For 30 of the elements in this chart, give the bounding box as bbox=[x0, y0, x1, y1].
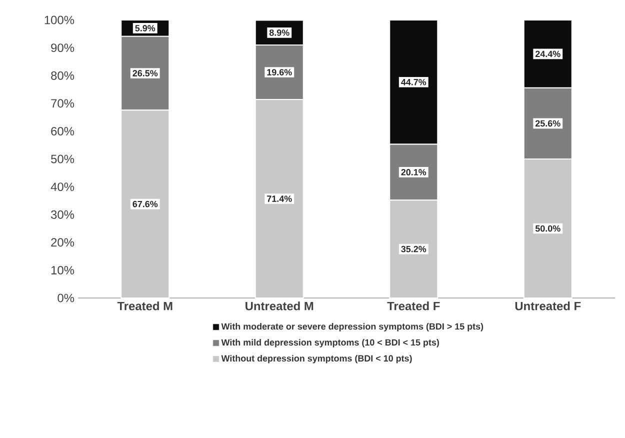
y-tick-label: 10% bbox=[51, 266, 74, 274]
data-label: 44.7% bbox=[401, 78, 426, 86]
y-tick-label: 30% bbox=[51, 210, 74, 219]
x-tick-label: Untreated F bbox=[515, 302, 581, 310]
y-tick-label: 90% bbox=[51, 44, 74, 52]
x-tick-label: Untreated M bbox=[246, 302, 314, 310]
data-label: 20.1% bbox=[401, 169, 426, 176]
data-label: 5.9% bbox=[135, 25, 156, 32]
y-tick-label: 20% bbox=[51, 238, 74, 247]
y-tick-label: 100% bbox=[44, 16, 74, 24]
data-label: 67.6% bbox=[132, 200, 158, 208]
y-tick-label: 0% bbox=[58, 294, 74, 302]
data-label: 24.4% bbox=[535, 50, 560, 58]
data-label: 35.2% bbox=[401, 246, 426, 252]
data-label: 26.5% bbox=[132, 70, 158, 76]
legend-label: With mild depression symptoms (10 < BDI < 15 pts) bbox=[221, 338, 439, 348]
y-tick-label: 40% bbox=[50, 182, 74, 192]
y-tick-label: 80% bbox=[51, 71, 74, 80]
data-label: 25.6% bbox=[535, 120, 560, 127]
y-tick-label: 50% bbox=[51, 154, 74, 164]
legend-label: With moderate or severe depression symptoms (BDI > 15 pts) bbox=[221, 323, 484, 332]
data-label: 50.0% bbox=[535, 225, 560, 232]
data-label: 19.6% bbox=[267, 69, 292, 76]
x-tick-label: Treated F bbox=[387, 302, 440, 310]
y-tick-label: 60% bbox=[51, 126, 74, 136]
legend-label: Without depression symptoms (BDI < 10 pts) bbox=[221, 354, 412, 364]
data-label: 71.4% bbox=[267, 196, 292, 202]
y-tick-label: 70% bbox=[51, 99, 74, 108]
data-label: 8.9% bbox=[269, 29, 290, 36]
x-tick-label: Treated M bbox=[117, 302, 172, 310]
